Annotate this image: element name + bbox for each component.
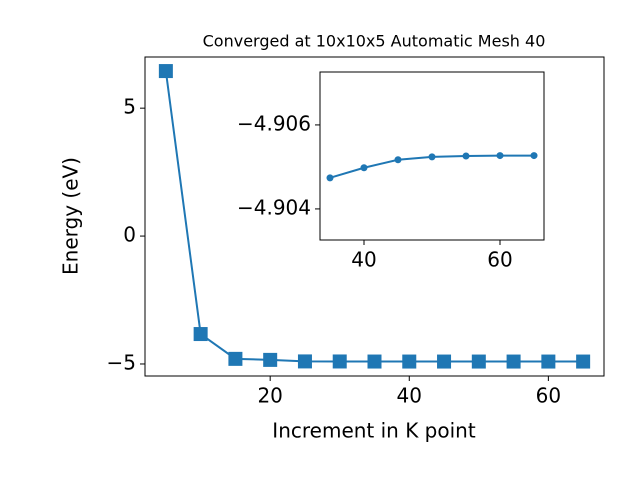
chart-title: Converged at 10x10x5 Automatic Mesh 40 xyxy=(203,32,546,51)
data-point xyxy=(158,64,173,79)
data-point xyxy=(576,354,591,369)
data-point xyxy=(471,354,486,369)
y-tick-label: −5 xyxy=(107,350,136,374)
data-point xyxy=(496,152,504,160)
data-point xyxy=(297,354,312,369)
data-point xyxy=(193,327,208,342)
x-tick-label: 60 xyxy=(536,384,561,408)
y-tick-label: −4.906 xyxy=(237,111,311,135)
y-tick-label: 0 xyxy=(123,223,136,247)
data-point xyxy=(506,354,521,369)
data-point xyxy=(228,351,243,366)
data-point xyxy=(394,156,402,164)
data-point xyxy=(332,354,347,369)
data-point xyxy=(530,152,538,160)
data-point xyxy=(263,352,278,367)
x-tick-label: 20 xyxy=(257,384,282,408)
data-point xyxy=(367,354,382,369)
data-point xyxy=(360,164,368,172)
data-point xyxy=(326,174,334,182)
data-point xyxy=(462,152,470,160)
x-tick-label: 40 xyxy=(351,248,376,272)
data-point xyxy=(428,153,436,161)
data-point xyxy=(402,354,417,369)
y-tick-label: 5 xyxy=(123,95,136,119)
data-point xyxy=(541,354,556,369)
data-point xyxy=(437,354,452,369)
y-tick-label: −4.904 xyxy=(237,195,311,219)
x-axis-label: Increment in K point xyxy=(272,419,476,443)
y-axis-label: Energy (eV) xyxy=(59,157,83,275)
x-tick-label: 60 xyxy=(487,248,512,272)
x-tick-label: 40 xyxy=(397,384,422,408)
